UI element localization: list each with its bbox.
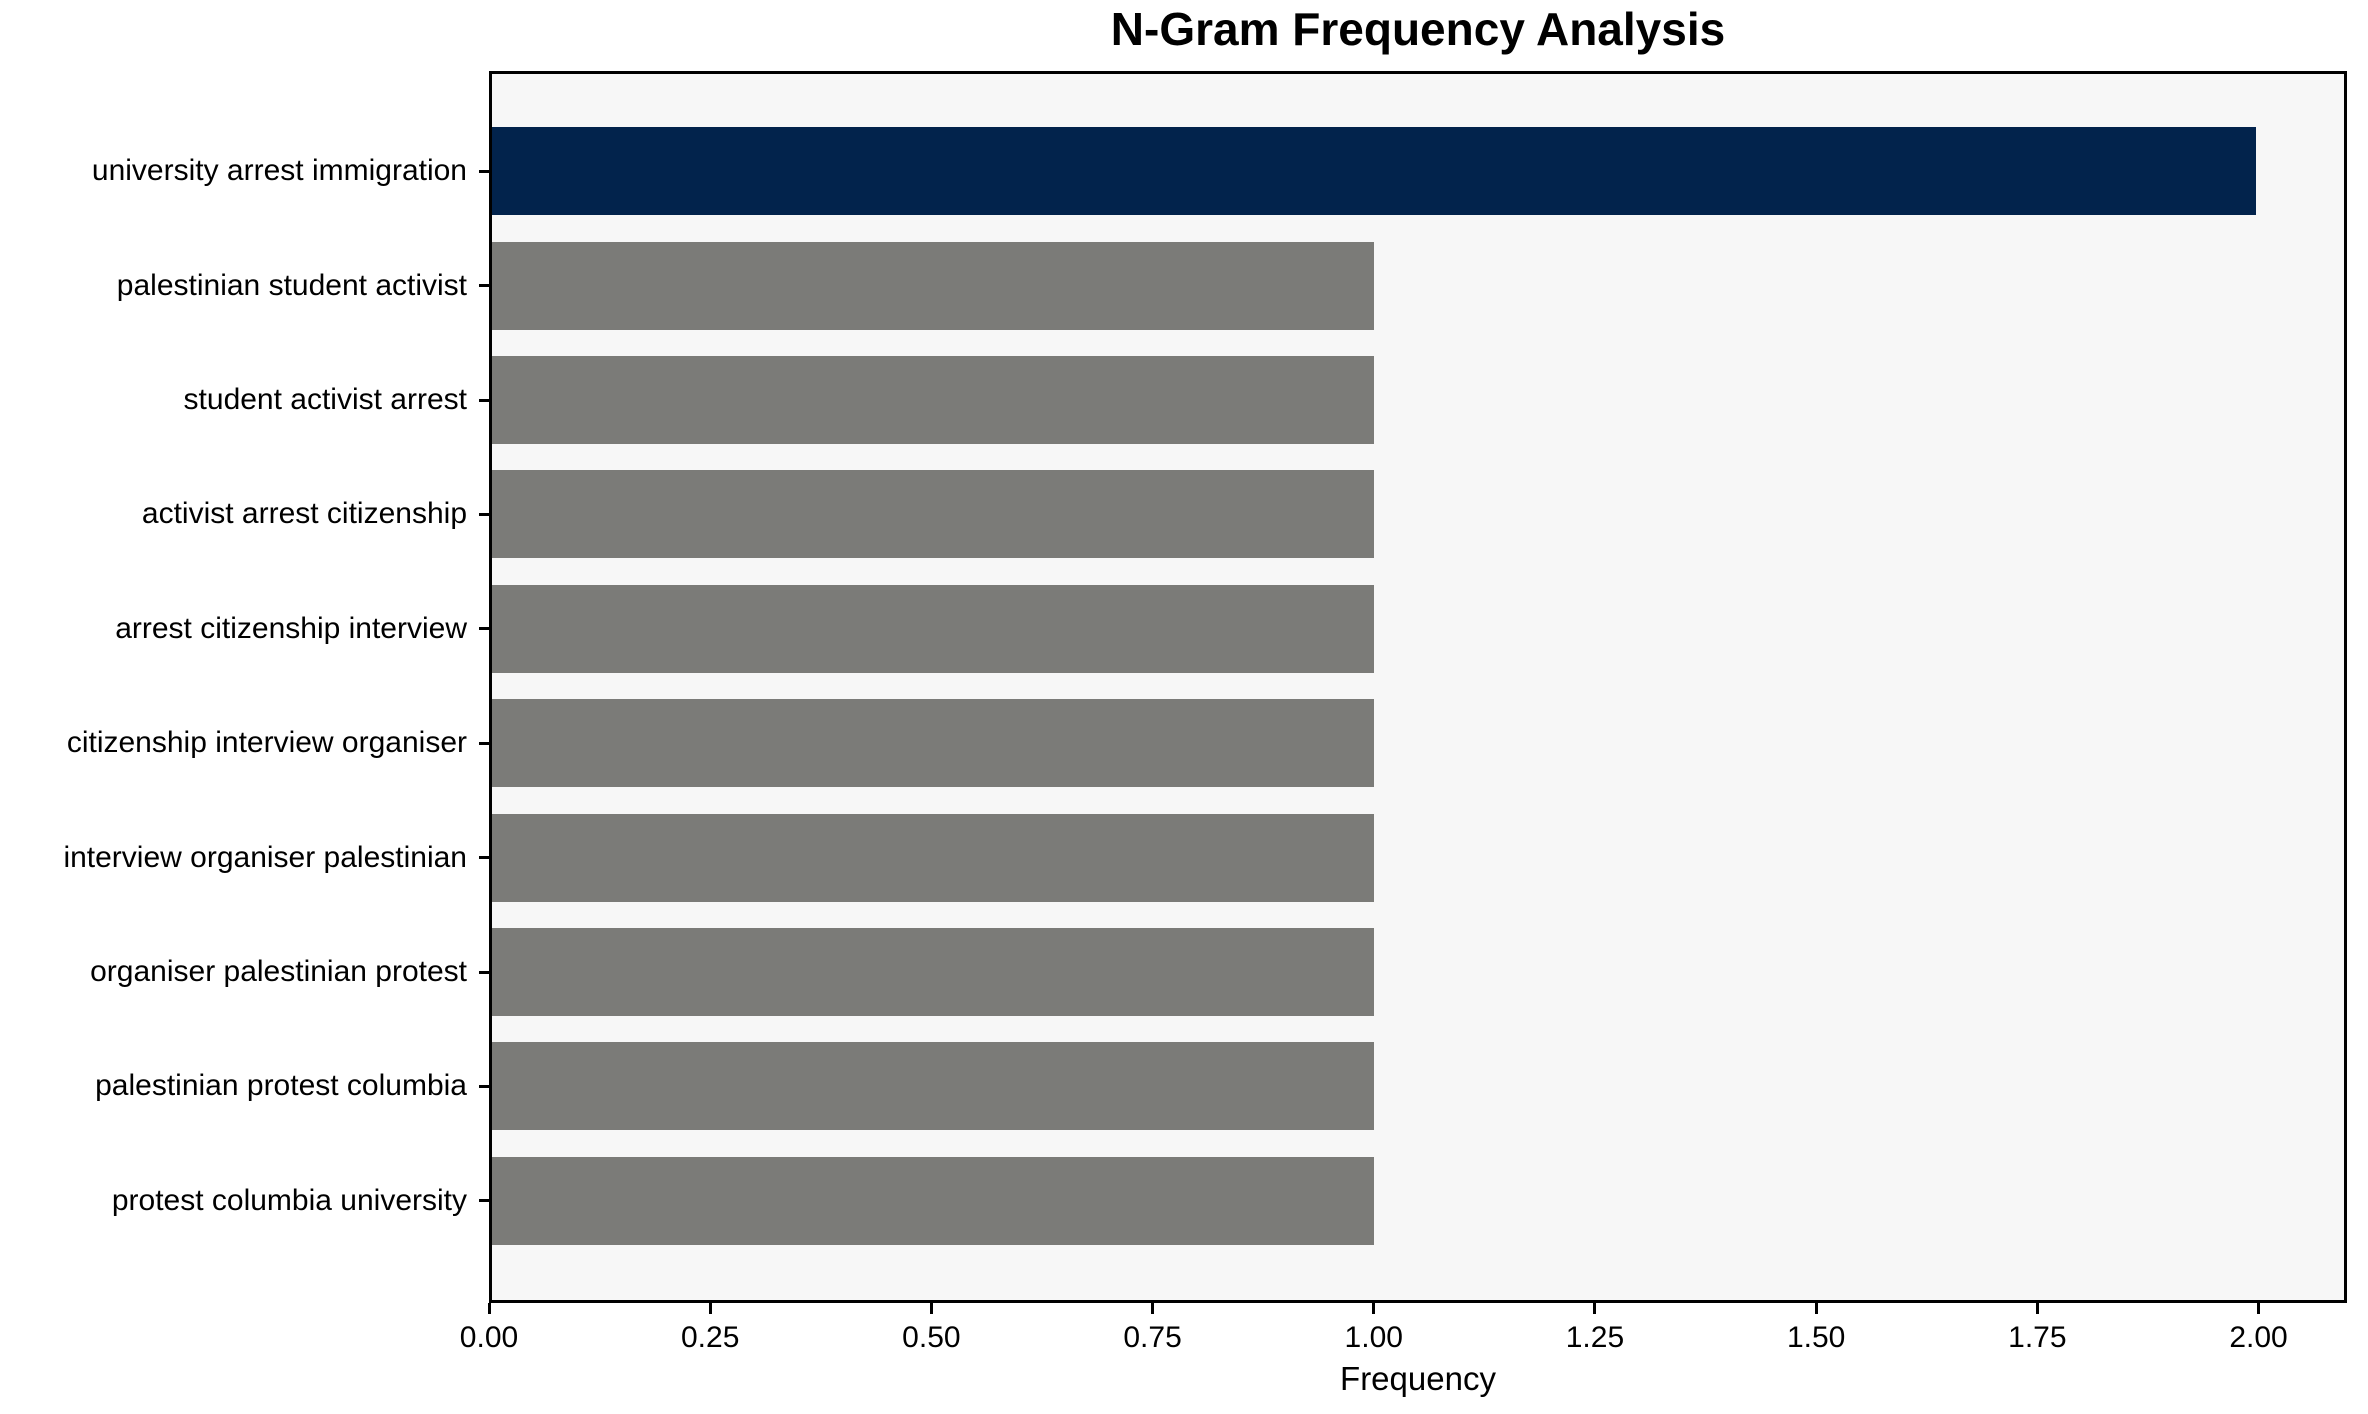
x-tick-label-1.25: 1.25 [1565,1321,1625,1354]
x-axis-tick [1372,1303,1376,1314]
y-axis-label-student-activist-arrest: student activist arrest [183,383,467,416]
x-axis-tick [1814,1303,1818,1314]
x-axis-tick [1593,1303,1597,1314]
y-axis-tick [479,169,489,173]
bar-student-activist-arrest [492,356,1374,444]
x-tick-label-1.00: 1.00 [1344,1321,1403,1354]
y-axis-tick [479,741,489,745]
x-tick-label-0.25: 0.25 [680,1321,740,1354]
y-axis-tick [479,1199,489,1203]
x-axis-tick [1151,1303,1155,1314]
y-axis-label-activist-arrest-citizenship: activist arrest citizenship [141,497,467,531]
x-axis-tick [487,1303,491,1314]
y-axis-label-interview-organiser-palestinian: interview organiser palestinian [63,840,467,874]
bar-palestinian-protest-columbia [492,1042,1374,1131]
bar-organiser-palestinian-protest [492,928,1374,1016]
x-tick-label-0.75: 0.75 [1123,1321,1182,1354]
y-axis-tick [479,284,489,288]
y-axis-tick [479,398,489,402]
y-axis-label-palestinian-student-activist: palestinian student activist [116,268,467,302]
x-tick-label-1.50: 1.50 [1786,1321,1846,1354]
y-axis-label-arrest-citizenship-interview: arrest citizenship interview [115,611,467,645]
y-axis-tick [479,512,489,516]
y-axis-label-university-arrest-immigration: university arrest immigration [91,154,467,188]
x-axis-tick [2035,1303,2039,1314]
x-axis-tick [929,1303,933,1314]
x-axis-label: Frequency [1340,1360,1496,1397]
bar-interview-organiser-palestinian [492,813,1374,902]
bar-citizenship-interview-organiser [492,699,1374,788]
x-axis-tick [708,1303,712,1314]
x-tick-label-0.50: 0.50 [902,1321,961,1354]
chart-title: N-Gram Frequency Analysis [1110,3,1726,55]
x-tick-label-0.00: 0.00 [459,1321,519,1354]
bar-university-arrest-immigration [492,127,2256,216]
bar-protest-columbia-university [492,1156,1374,1245]
plot-area [489,71,2347,1303]
y-axis-tick [479,1084,489,1088]
x-tick-label-1.75: 1.75 [2008,1321,2067,1354]
bar-arrest-citizenship-interview [492,584,1374,673]
y-axis-label-palestinian-protest-columbia: palestinian protest columbia [95,1069,467,1103]
y-axis-label-protest-columbia-university: protest columbia university [111,1183,467,1217]
bar-activist-arrest-citizenship [492,470,1374,559]
bar-palestinian-student-activist [492,241,1374,330]
y-axis-label-organiser-palestinian-protest: organiser palestinian protest [90,955,467,988]
y-axis-label-citizenship-interview-organiser: citizenship interview organiser [66,726,467,760]
x-tick-label-2.00: 2.00 [2229,1321,2288,1354]
y-axis-tick [479,627,489,631]
y-axis-tick [479,856,489,860]
x-axis-tick [2257,1303,2261,1314]
y-axis-tick [479,970,489,974]
